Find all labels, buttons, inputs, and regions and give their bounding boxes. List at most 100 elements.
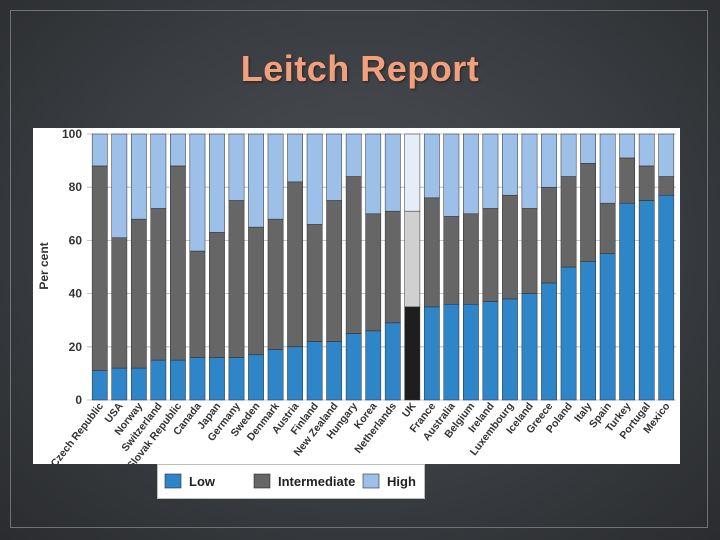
bar-segment-low: [560, 266, 577, 401]
bar-segment-intermediate: [463, 213, 479, 305]
bar-segment-low: [150, 359, 167, 401]
bar-segment-intermediate: [599, 202, 616, 254]
bar-segment-high: [287, 133, 303, 183]
bar-segment-high: [384, 133, 401, 212]
bar-segment-high: [267, 133, 284, 220]
legend-label-intermediate: Intermediate: [278, 474, 355, 489]
bar-segment-low: [365, 330, 382, 401]
bar-segment-intermediate: [150, 208, 167, 361]
bar-segment-intermediate: [267, 218, 284, 350]
y-tick-label: 100: [62, 128, 82, 141]
bar-segment-intermediate: [130, 218, 147, 369]
bar-segment-intermediate: [111, 237, 128, 369]
bar-segment-low: [638, 200, 655, 401]
bar-segment-high: [365, 133, 382, 215]
bar-segment-intermediate: [170, 165, 186, 361]
bar-segment-high: [463, 133, 479, 215]
legend-swatch-low: [164, 473, 182, 489]
y-tick-label: 0: [75, 393, 82, 407]
bar-segment-high: [423, 133, 440, 199]
legend-swatch-intermediate: [253, 473, 271, 489]
bar-segment-low: [423, 306, 440, 401]
bar-segment-intermediate: [306, 224, 323, 342]
bar-segment-low: [502, 298, 518, 401]
bar-segment-high: [502, 133, 518, 196]
bar-segment-high: [443, 133, 460, 217]
bar-segment-intermediate: [443, 216, 460, 305]
bar-segment-high: [599, 133, 616, 204]
bar-segment-intermediate: [287, 181, 303, 348]
slide-frame: [10, 10, 708, 528]
legend-label-low: Low: [189, 474, 216, 489]
bar-segment-intermediate: [404, 210, 421, 308]
bar-segment-low: [91, 370, 108, 401]
bar-segment-high: [560, 133, 577, 177]
bar-segment-intermediate: [384, 210, 401, 324]
bar-segment-low: [287, 346, 303, 401]
bar-segment-intermediate: [580, 163, 596, 262]
bar-segment-high: [189, 133, 206, 252]
bar-segment-low: [228, 357, 245, 401]
bar-segment-high: [130, 133, 147, 220]
bar-segment-high: [658, 133, 675, 177]
y-tick-label: 80: [69, 180, 83, 194]
bar-segment-high: [482, 133, 499, 209]
bar-segment-intermediate: [345, 176, 362, 334]
bar-segment-high: [150, 133, 167, 209]
bar-segment-high: [111, 133, 128, 238]
bar-segment-intermediate: [365, 213, 382, 332]
bar-segment-low: [443, 303, 460, 401]
bar-segment-high: [209, 133, 225, 233]
y-tick-label: 20: [69, 340, 83, 354]
bar-segment-low: [209, 357, 225, 401]
legend-label-high: High: [387, 474, 416, 489]
bar-segment-low: [170, 359, 186, 401]
bar-segment-low: [404, 306, 421, 401]
bar-segment-high: [326, 133, 343, 201]
bar-segment-intermediate: [209, 232, 225, 358]
bar-segment-low: [189, 357, 206, 401]
y-tick-label: 40: [69, 287, 83, 301]
y-tick-label: 60: [69, 233, 83, 247]
x-tick-label: Czech Republic: [49, 400, 107, 464]
bar-segment-high: [541, 133, 557, 188]
bar-segment-low: [111, 367, 128, 401]
bar-segment-intermediate: [619, 157, 636, 204]
bar-segment-low: [326, 341, 343, 401]
bar-segment-high: [404, 133, 421, 212]
bar-segment-intermediate: [560, 176, 577, 268]
bar-segment-high: [580, 133, 596, 164]
bar-segment-intermediate: [248, 226, 264, 356]
bar-segment-intermediate: [658, 176, 675, 196]
bar-segment-low: [345, 333, 362, 401]
bar-segment-high: [521, 133, 538, 209]
bar-segment-low: [482, 301, 499, 401]
bar-segment-intermediate: [228, 200, 245, 358]
bar-segment-intermediate: [482, 208, 499, 302]
bar-segment-low: [267, 349, 284, 401]
bar-segment-intermediate: [521, 208, 538, 294]
bar-segment-low: [599, 253, 616, 401]
bar-segment-low: [384, 322, 401, 401]
bar-segment-intermediate: [326, 200, 343, 342]
bar-segment-intermediate: [502, 194, 518, 300]
bar-segment-low: [130, 367, 147, 401]
bar-segment-intermediate: [541, 186, 557, 284]
bar-segment-low: [580, 261, 596, 401]
bar-segment-intermediate: [189, 250, 206, 358]
bar-segment-intermediate: [91, 165, 108, 371]
bar-segment-high: [619, 133, 636, 159]
chart-legend: Low Intermediate High: [157, 464, 425, 499]
bar-segment-high: [91, 133, 108, 167]
bar-segment-high: [248, 133, 264, 228]
chart-panel: 0 20 40 60 80 100 Czech Republic USA Norway Swit…: [33, 127, 680, 472]
bar-segment-high: [306, 133, 323, 225]
bar-segment-low: [248, 354, 264, 401]
bar-segment-high: [345, 133, 362, 177]
bar-segment-low: [463, 303, 479, 401]
bar-segment-intermediate: [638, 165, 655, 201]
bar-segment-low: [658, 194, 675, 401]
legend-swatch-high: [362, 473, 380, 489]
bar-segment-high: [228, 133, 245, 201]
